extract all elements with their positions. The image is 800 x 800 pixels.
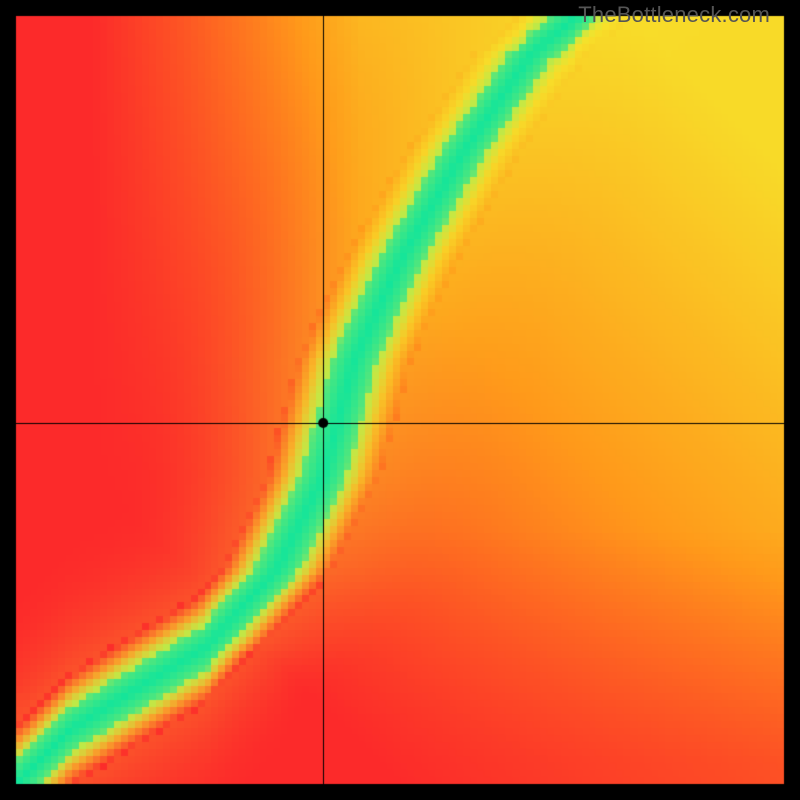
bottleneck-heatmap bbox=[0, 0, 800, 800]
chart-container: TheBottleneck.com bbox=[0, 0, 800, 800]
watermark-text: TheBottleneck.com bbox=[578, 2, 770, 28]
